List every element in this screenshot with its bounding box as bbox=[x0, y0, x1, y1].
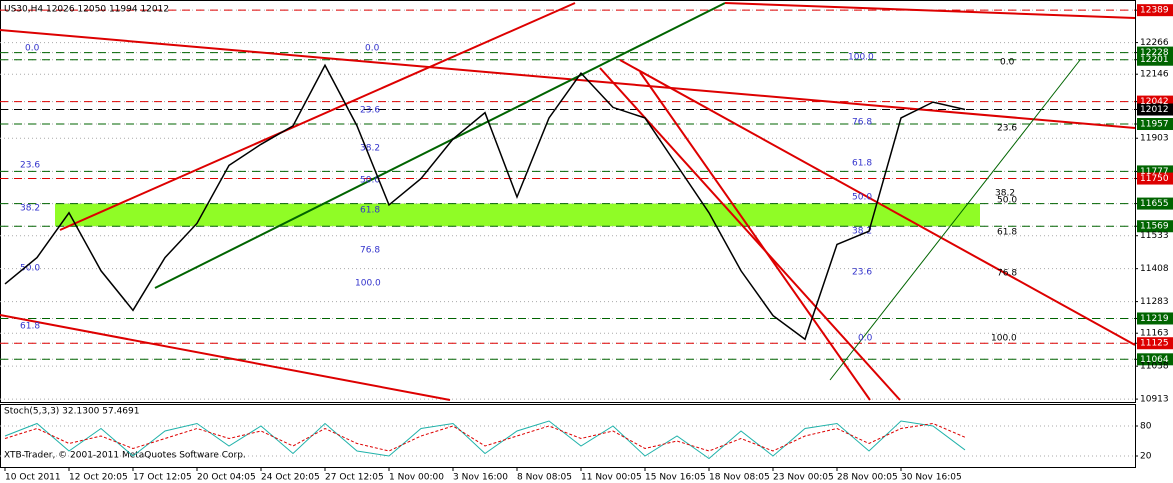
fib-label: 0.0 bbox=[858, 334, 873, 344]
fib-label: 50.0 bbox=[20, 264, 40, 274]
fib-label: 0.0 bbox=[25, 44, 40, 54]
y-tick-label: 12201 bbox=[1140, 55, 1169, 65]
x-tick-label: 24 Oct 20:05 bbox=[261, 473, 320, 483]
fib-label: 38.2 bbox=[852, 227, 872, 237]
y-tick-label: 11957 bbox=[1140, 120, 1169, 130]
y-tick-label: 11163 bbox=[1140, 329, 1169, 339]
level-box bbox=[1137, 312, 1173, 325]
fib-label: 100.0 bbox=[355, 279, 381, 289]
y-tick-label: 10913 bbox=[1140, 395, 1169, 405]
fib-label: 61.8 bbox=[997, 228, 1017, 238]
trend-line bbox=[154, 2, 726, 289]
x-tick-label: 3 Nov 16:00 bbox=[453, 473, 508, 483]
x-tick-label: 17 Oct 12:05 bbox=[133, 473, 192, 483]
x-tick-label: 15 Nov 16:05 bbox=[645, 473, 706, 483]
y-tick-label: 11903 bbox=[1140, 134, 1169, 144]
fib-label: 23.6 bbox=[852, 268, 872, 278]
fib-label: 23.6 bbox=[20, 161, 40, 171]
y-tick-label: 12012 bbox=[1140, 105, 1169, 115]
fib-label: 38.2 bbox=[995, 189, 1015, 199]
y-tick-label: 11408 bbox=[1140, 264, 1169, 274]
x-tick-label: 10 Oct 2011 bbox=[5, 473, 61, 483]
y-tick-label: 11219 bbox=[1140, 314, 1169, 324]
footer: XTB-Trader, © 2001-2011 MetaQuotes Softw… bbox=[4, 451, 246, 461]
fib-label: 0.0 bbox=[365, 44, 380, 54]
x-tick-label: 30 Nov 16:05 bbox=[901, 473, 962, 483]
trend-line bbox=[0, 314, 451, 401]
fib-label: 38.2 bbox=[20, 204, 40, 214]
fib-label: 50.0 bbox=[360, 176, 380, 186]
fib-label: 23.6 bbox=[360, 106, 380, 116]
x-tick-label: 8 Nov 08:05 bbox=[517, 473, 572, 483]
fib-label: 50.0 bbox=[997, 196, 1017, 206]
x-tick-label: 27 Oct 12:05 bbox=[325, 473, 384, 483]
stoch-frame bbox=[0, 404, 1136, 468]
chart-title: US30,H4 12026 12050 11994 12012 bbox=[4, 5, 169, 15]
fib-label: 76.8 bbox=[997, 269, 1017, 279]
y-tick-label: 12389 bbox=[1140, 6, 1169, 16]
x-tick-label: 23 Nov 00:05 bbox=[773, 473, 834, 483]
trend-line bbox=[59, 2, 576, 231]
zone bbox=[55, 203, 980, 227]
stoch-title: Stoch(5,3,3) 32.1300 57.4691 bbox=[4, 407, 139, 417]
y-tick-label: 11569 bbox=[1140, 222, 1169, 232]
trend-lines bbox=[0, 2, 1136, 401]
y-tick-label: 11533 bbox=[1140, 231, 1169, 241]
trend-line bbox=[724, 2, 1136, 19]
trend-line bbox=[0, 29, 1136, 129]
fib-label: 61.8 bbox=[852, 159, 872, 169]
y-tick-label: 11283 bbox=[1140, 297, 1169, 307]
x-tick-label: 1 Nov 00:00 bbox=[389, 473, 444, 483]
level-box bbox=[1137, 53, 1173, 66]
fib-label: 0.0 bbox=[1000, 58, 1015, 68]
level-box bbox=[1137, 197, 1173, 210]
y-tick-label: 20 bbox=[1140, 452, 1152, 462]
level-box bbox=[1137, 353, 1173, 366]
fib-label: 100.0 bbox=[991, 334, 1017, 344]
fib-label: 23.6 bbox=[997, 124, 1017, 134]
fib-label: 76.8 bbox=[852, 118, 872, 128]
fib-label: 61.8 bbox=[360, 206, 380, 216]
y-tick-label: 11038 bbox=[1140, 362, 1169, 372]
x-tick-label: 28 Nov 00:05 bbox=[837, 473, 898, 483]
level-box bbox=[1137, 220, 1173, 233]
trend-line bbox=[829, 59, 1081, 381]
y-tick-label: 11777 bbox=[1140, 167, 1169, 177]
level-box bbox=[1137, 172, 1173, 185]
y-tick-label: 11125 bbox=[1140, 339, 1169, 349]
y-tick-label: 11655 bbox=[1140, 199, 1169, 209]
x-tick-label: 12 Oct 20:05 bbox=[69, 473, 128, 483]
y-tick-label: 11064 bbox=[1140, 355, 1169, 365]
y-tick-label: 12146 bbox=[1140, 70, 1169, 80]
fib-label: 76.8 bbox=[360, 246, 380, 256]
level-box bbox=[1137, 4, 1173, 17]
series-line bbox=[4, 420, 966, 460]
y-tick-label: 12266 bbox=[1140, 38, 1169, 48]
trend-line bbox=[599, 67, 901, 401]
series-line bbox=[4, 63, 966, 341]
y-tick-label: 12228 bbox=[1140, 48, 1169, 58]
fib-label: 100.0 bbox=[848, 53, 874, 63]
trend-line bbox=[639, 71, 871, 401]
main-frame bbox=[0, 0, 1136, 403]
series-line bbox=[4, 422, 966, 452]
y-tick-label: 80 bbox=[1140, 422, 1152, 432]
level-box bbox=[1137, 103, 1173, 116]
level-box bbox=[1137, 337, 1173, 350]
x-tick-label: 20 Oct 04:05 bbox=[197, 473, 256, 483]
fib-label: 61.8 bbox=[20, 322, 40, 332]
fib-label: 50.0 bbox=[852, 193, 872, 203]
x-tick-label: 18 Nov 08:05 bbox=[709, 473, 770, 483]
level-box bbox=[1137, 118, 1173, 131]
y-tick-label: 12042 bbox=[1140, 97, 1169, 107]
fib-label: 38.2 bbox=[360, 144, 380, 154]
y-tick-label: 11750 bbox=[1140, 174, 1169, 184]
x-tick-label: 11 Nov 00:05 bbox=[581, 473, 642, 483]
